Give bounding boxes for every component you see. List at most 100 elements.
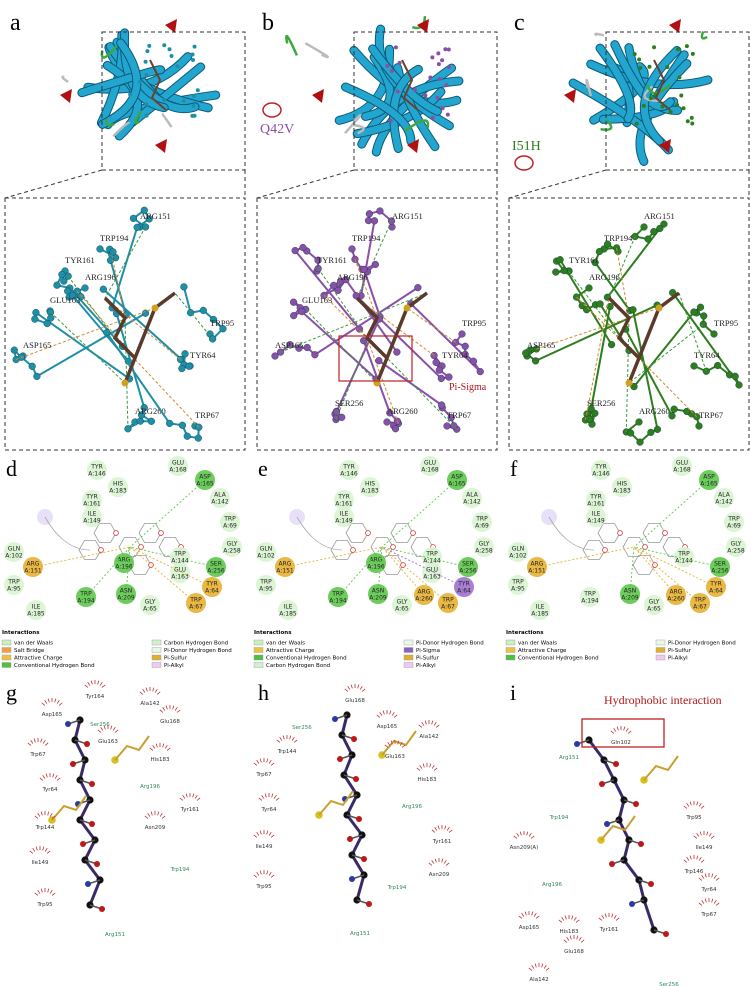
hydrophobic-arc	[569, 935, 572, 940]
hydrophobic-arc	[268, 760, 272, 764]
residue-name: SER	[714, 561, 726, 568]
residue-id: A:209	[369, 595, 387, 602]
hydrophobic-arc	[256, 832, 260, 836]
interaction-line	[67, 275, 116, 339]
residue-label: Gln102	[611, 740, 631, 746]
hydrophobic-arc	[441, 858, 444, 863]
residue-label: Asn209	[429, 872, 450, 878]
atom	[195, 88, 200, 93]
hydrophobic-arc	[42, 775, 46, 779]
hydrophobic-arc	[110, 725, 113, 730]
residue-id: A:258	[223, 548, 241, 555]
hydrophobic-arc	[696, 833, 700, 837]
atom	[685, 119, 690, 124]
atom	[556, 256, 564, 264]
legend-swatch	[403, 654, 414, 661]
atom	[77, 293, 85, 301]
hydrophobic-arc	[558, 919, 563, 923]
hydrophobic-arc	[533, 913, 537, 917]
hydrophobic-arc	[192, 793, 195, 798]
hydrophobic-arc	[347, 686, 351, 690]
hydrophobic-arc	[47, 698, 50, 703]
residue-name: TRP	[223, 516, 236, 523]
interaction-line	[85, 546, 131, 598]
residue-disc	[26, 600, 46, 620]
hydrophobic-arc	[531, 911, 534, 916]
atom	[147, 43, 152, 48]
legend-swatch	[151, 639, 162, 646]
residue-name: HIS	[617, 481, 627, 488]
atom	[647, 428, 655, 436]
loop	[700, 30, 708, 40]
legend-swatch	[655, 639, 666, 646]
hydrophobic-arc	[101, 684, 106, 688]
hydrophobic-arc	[179, 797, 184, 801]
hydrophobic-arc	[686, 857, 690, 861]
hydrophobic-arc	[576, 935, 579, 940]
legend-label: van der Waals	[266, 641, 305, 647]
residue-label: TRP67	[447, 410, 471, 420]
residue-label: Tyr64	[260, 807, 277, 813]
hydrophobic-arc	[174, 707, 178, 711]
nitrogen	[604, 821, 610, 827]
atom	[435, 95, 440, 100]
hydrophobic-arc	[429, 763, 432, 768]
residue-label: TRP67	[699, 410, 723, 420]
interaction-line	[381, 546, 465, 588]
hydrophobic-arc	[541, 963, 544, 968]
hydrophobic-arc	[54, 775, 58, 779]
residue-disc	[414, 585, 434, 605]
atom	[595, 247, 603, 256]
residue-disc	[170, 563, 190, 583]
residue-name: TRP	[7, 579, 20, 586]
hydrophobic-arc	[37, 813, 41, 817]
atom	[43, 319, 51, 328]
atom	[145, 49, 150, 54]
residue-id: A:149	[587, 518, 605, 525]
atom	[10, 346, 18, 354]
hydrophobic-arc	[159, 813, 163, 817]
atom	[191, 58, 196, 63]
interaction-line	[104, 226, 147, 299]
atom	[60, 277, 68, 285]
hydrophobic-arc	[571, 915, 574, 920]
residue-label: Trp95	[36, 902, 53, 908]
hydrophobic-arc	[627, 730, 632, 734]
hydrophobic-arc	[97, 680, 100, 685]
helix	[669, 19, 681, 33]
residue-name: ASN	[120, 588, 132, 595]
hydrophobic-arc	[698, 857, 702, 861]
atom	[141, 309, 150, 317]
interaction-line	[678, 292, 707, 372]
legend-title: Interactions	[506, 630, 544, 636]
residue-disc	[76, 587, 96, 607]
hydrophobic-arc	[711, 873, 714, 878]
interaction-line	[381, 546, 425, 596]
oxygen	[70, 761, 76, 767]
atom	[627, 429, 635, 437]
oxygen	[89, 821, 95, 827]
atom	[735, 381, 743, 389]
residue-label: Arg151	[105, 932, 125, 938]
residue-disc	[527, 557, 547, 577]
residue-name: GLY	[227, 541, 238, 548]
residue-name: TYR	[589, 494, 602, 501]
loop	[285, 34, 299, 56]
residue-id: A:146	[88, 471, 106, 478]
ligand	[653, 59, 671, 111]
panel-letter: b	[262, 10, 274, 36]
hydrophobic-arc	[521, 913, 525, 917]
interaction-line	[633, 546, 717, 588]
oxygen	[89, 781, 95, 787]
oxygen	[94, 861, 100, 867]
hydrophobic-arc	[49, 813, 53, 817]
hydrophobic-arc	[293, 739, 298, 743]
interaction-line	[381, 546, 469, 568]
residue-disc	[256, 542, 276, 562]
legend-swatch	[151, 654, 162, 661]
oxygen	[356, 816, 362, 822]
mutation-label: I51H	[512, 139, 541, 154]
annotation: Pi-Sigma	[449, 382, 487, 393]
hydrophobic-arc	[100, 727, 104, 731]
residue-id: A:95	[511, 586, 525, 593]
